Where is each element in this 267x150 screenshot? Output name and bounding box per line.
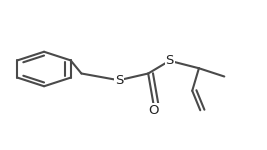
Text: S: S (165, 54, 174, 67)
Text: S: S (115, 74, 123, 87)
Text: O: O (148, 104, 159, 117)
